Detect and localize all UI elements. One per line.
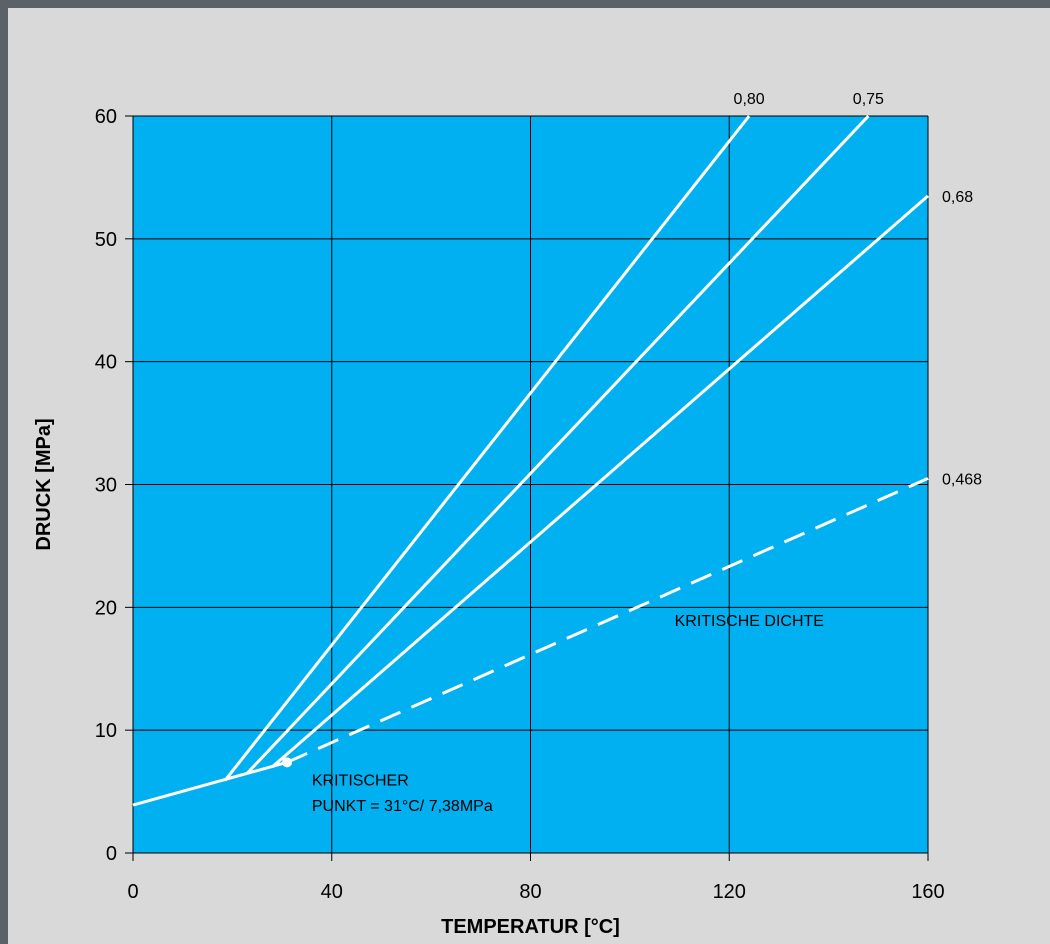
axes — [125, 115, 929, 861]
y-tick-label: 30 — [95, 475, 117, 497]
y-tick-label: 60 — [95, 106, 117, 128]
y-tick-label: 20 — [95, 597, 117, 619]
gridlines — [133, 115, 929, 853]
x-axis-title: TEMPERATUR [°C] — [441, 916, 620, 938]
critical-point-marker — [282, 757, 293, 768]
series-label: 0,75 — [853, 91, 884, 108]
annotations: 0,80 0,75 0,68 0,468 KRITISCHE DICHTE KRITISC… — [312, 91, 982, 815]
x-tick-label: 80 — [519, 881, 541, 903]
annotation-text: KRITISCHE DICHTE — [675, 613, 824, 630]
series-line — [223, 115, 751, 782]
y-tick-label: 40 — [95, 352, 117, 374]
annotation-text: PUNKT = 31°C/ 7,38MPa — [312, 798, 493, 815]
x-tick-label: 120 — [713, 881, 746, 903]
series-line — [132, 760, 288, 807]
series-label: 0,80 — [734, 91, 765, 108]
series-line — [271, 194, 929, 769]
pressure-temperature-chart: 0 10 20 30 40 50 60 0 40 80 120 160 0,80 0,75 0,68 0,4… — [33, 91, 982, 938]
series-line — [246, 114, 870, 775]
y-axis-title: DRUCK [MPa] — [33, 418, 55, 550]
tick-labels: 0 10 20 30 40 50 60 0 40 80 120 160 — [95, 106, 945, 903]
series-line — [286, 476, 929, 764]
y-tick-label: 10 — [95, 720, 117, 742]
series-lines — [132, 114, 929, 807]
x-tick-label: 160 — [911, 881, 944, 903]
x-tick-label: 0 — [127, 881, 138, 903]
series-label: 0,468 — [942, 471, 982, 488]
x-tick-label: 40 — [321, 881, 343, 903]
chart-frame: 0 10 20 30 40 50 60 0 40 80 120 160 0,80 0,75 0,68 0,4… — [8, 8, 1050, 944]
y-tick-label: 0 — [106, 843, 117, 865]
series-label: 0,68 — [942, 189, 973, 206]
annotation-text: KRITISCHER — [312, 772, 409, 789]
y-tick-label: 50 — [95, 229, 117, 251]
